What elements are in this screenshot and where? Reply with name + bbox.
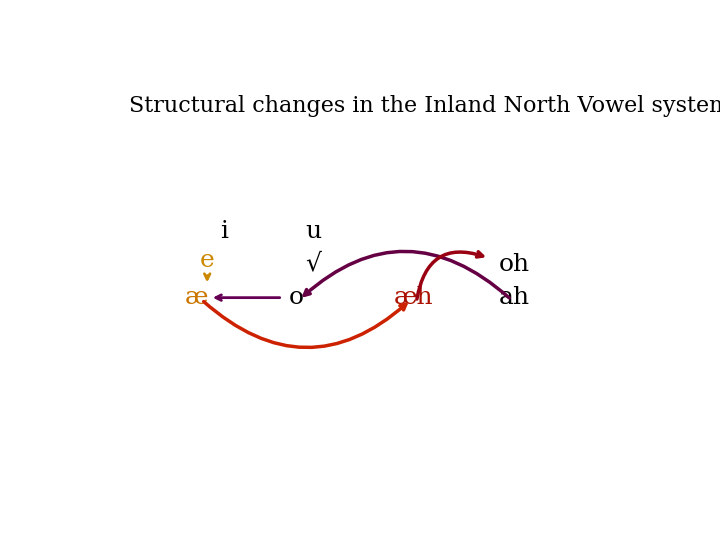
Text: æh: æh	[394, 286, 433, 309]
Text: i: i	[220, 220, 228, 242]
Text: ah: ah	[498, 286, 530, 309]
Text: æ: æ	[184, 286, 208, 309]
Text: u: u	[305, 220, 321, 242]
Text: e: e	[200, 249, 215, 272]
Text: oh: oh	[498, 253, 530, 276]
Text: o: o	[289, 286, 304, 309]
Text: Structural changes in the Inland North Vowel system: Structural changes in the Inland North V…	[129, 96, 720, 117]
Text: √: √	[305, 253, 321, 276]
